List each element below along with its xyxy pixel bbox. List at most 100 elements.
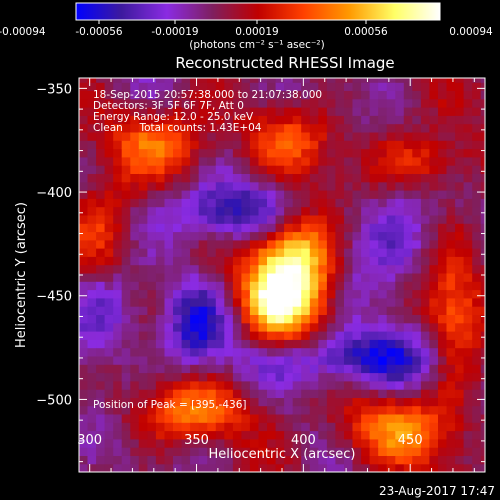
heatmap-cell bbox=[463, 140, 473, 150]
heatmap-cell bbox=[335, 123, 345, 133]
heatmap-cell bbox=[155, 231, 165, 241]
heatmap-cell bbox=[207, 422, 217, 432]
heatmap-cell bbox=[232, 98, 242, 108]
heatmap-cell bbox=[190, 206, 200, 216]
heatmap-cell bbox=[224, 181, 234, 191]
heatmap-cell bbox=[138, 306, 148, 315]
heatmap-cell bbox=[335, 272, 345, 282]
heatmap-cell bbox=[96, 331, 106, 340]
heatmap-cell bbox=[232, 181, 242, 191]
heatmap-cell bbox=[352, 463, 362, 472]
heatmap-cell bbox=[420, 339, 430, 349]
heatmap-cell bbox=[198, 131, 208, 141]
heatmap-cell bbox=[215, 405, 225, 415]
heatmap-cell bbox=[344, 115, 354, 125]
heatmap-cell bbox=[138, 438, 148, 448]
heatmap-cell bbox=[369, 223, 379, 233]
heatmap-cell bbox=[138, 264, 148, 274]
heatmap-cell bbox=[284, 78, 294, 83]
heatmap-cell bbox=[463, 165, 473, 174]
heatmap-cell bbox=[173, 289, 183, 299]
heatmap-cell bbox=[326, 355, 336, 365]
heatmap-cell bbox=[215, 372, 225, 382]
heatmap-cell bbox=[335, 82, 345, 91]
heatmap-cell bbox=[378, 256, 388, 266]
heatmap-cell bbox=[113, 430, 123, 440]
heatmap-cell bbox=[267, 198, 277, 208]
heatmap-cell bbox=[438, 206, 448, 216]
heatmap-cell bbox=[344, 405, 354, 415]
heatmap-cell bbox=[275, 181, 285, 191]
heatmap-cell bbox=[480, 156, 485, 166]
heatmap-cell bbox=[480, 272, 485, 282]
heatmap-cell bbox=[429, 463, 439, 472]
heatmap-cell bbox=[198, 355, 208, 365]
heatmap-cell bbox=[181, 131, 191, 141]
heatmap-cell bbox=[309, 223, 319, 233]
heatmap-cell bbox=[190, 214, 200, 224]
heatmap-cell bbox=[96, 82, 106, 91]
heatmap-cell bbox=[207, 413, 217, 423]
heatmap-cell bbox=[292, 405, 302, 415]
heatmap-cell bbox=[480, 447, 485, 456]
heatmap-cell bbox=[104, 314, 114, 324]
heatmap-cell bbox=[378, 347, 388, 357]
heatmap-cell bbox=[326, 347, 336, 357]
heatmap-cell bbox=[138, 355, 148, 365]
heatmap-cell bbox=[258, 430, 268, 440]
heatmap-cell bbox=[386, 131, 396, 141]
heatmap-cell bbox=[446, 289, 456, 299]
heatmap-cell bbox=[284, 322, 294, 332]
heatmap-cell bbox=[438, 455, 448, 465]
heatmap-cell bbox=[164, 206, 174, 216]
heatmap-cell bbox=[96, 181, 106, 191]
heatmap-cell bbox=[361, 107, 371, 116]
heatmap-cell bbox=[412, 347, 422, 357]
heatmap-cell bbox=[267, 447, 277, 456]
heatmap-cell bbox=[395, 248, 405, 257]
heatmap-cell bbox=[438, 256, 448, 266]
heatmap-cell bbox=[326, 239, 336, 249]
heatmap-cell bbox=[284, 190, 294, 199]
heatmap-cell bbox=[420, 239, 430, 249]
heatmap-cell bbox=[130, 438, 140, 448]
heatmap-cell bbox=[215, 281, 225, 291]
heatmap-cell bbox=[446, 223, 456, 233]
heatmap-cell bbox=[369, 355, 379, 365]
heatmap-cell bbox=[420, 355, 430, 365]
heatmap-cell bbox=[232, 331, 242, 340]
heatmap-cell bbox=[275, 140, 285, 150]
heatmap-cell bbox=[284, 123, 294, 133]
heatmap-cell bbox=[420, 181, 430, 191]
heatmap-cell bbox=[446, 447, 456, 456]
heatmap-cell bbox=[378, 107, 388, 116]
heatmap-cell bbox=[386, 272, 396, 282]
heatmap-cell bbox=[472, 339, 482, 349]
heatmap-cell bbox=[438, 347, 448, 357]
heatmap-cell bbox=[318, 272, 328, 282]
heatmap-cell bbox=[104, 397, 114, 407]
heatmap-cell bbox=[378, 355, 388, 365]
heatmap-cell bbox=[438, 123, 448, 133]
heatmap-cell bbox=[463, 372, 473, 382]
colorbar-ticks bbox=[98, 20, 367, 24]
heatmap-cell bbox=[318, 115, 328, 125]
heatmap-cell bbox=[395, 430, 405, 440]
heatmap-cell bbox=[130, 281, 140, 291]
heatmap-cell bbox=[318, 140, 328, 150]
heatmap-cell bbox=[412, 123, 422, 133]
heatmap-cell bbox=[215, 413, 225, 423]
heatmap-cell bbox=[412, 148, 422, 158]
heatmap-cell bbox=[258, 131, 268, 141]
heatmap-cell bbox=[284, 339, 294, 349]
heatmap-cell bbox=[155, 389, 165, 398]
heatmap-cell bbox=[292, 289, 302, 299]
heatmap-cell bbox=[463, 190, 473, 199]
heatmap-cell bbox=[113, 422, 123, 432]
heatmap-cell bbox=[292, 198, 302, 208]
heatmap-cell bbox=[241, 297, 251, 307]
heatmap-cell bbox=[446, 339, 456, 349]
heatmap-cell bbox=[463, 405, 473, 415]
heatmap-cell bbox=[275, 447, 285, 456]
heatmap-cell bbox=[361, 272, 371, 282]
